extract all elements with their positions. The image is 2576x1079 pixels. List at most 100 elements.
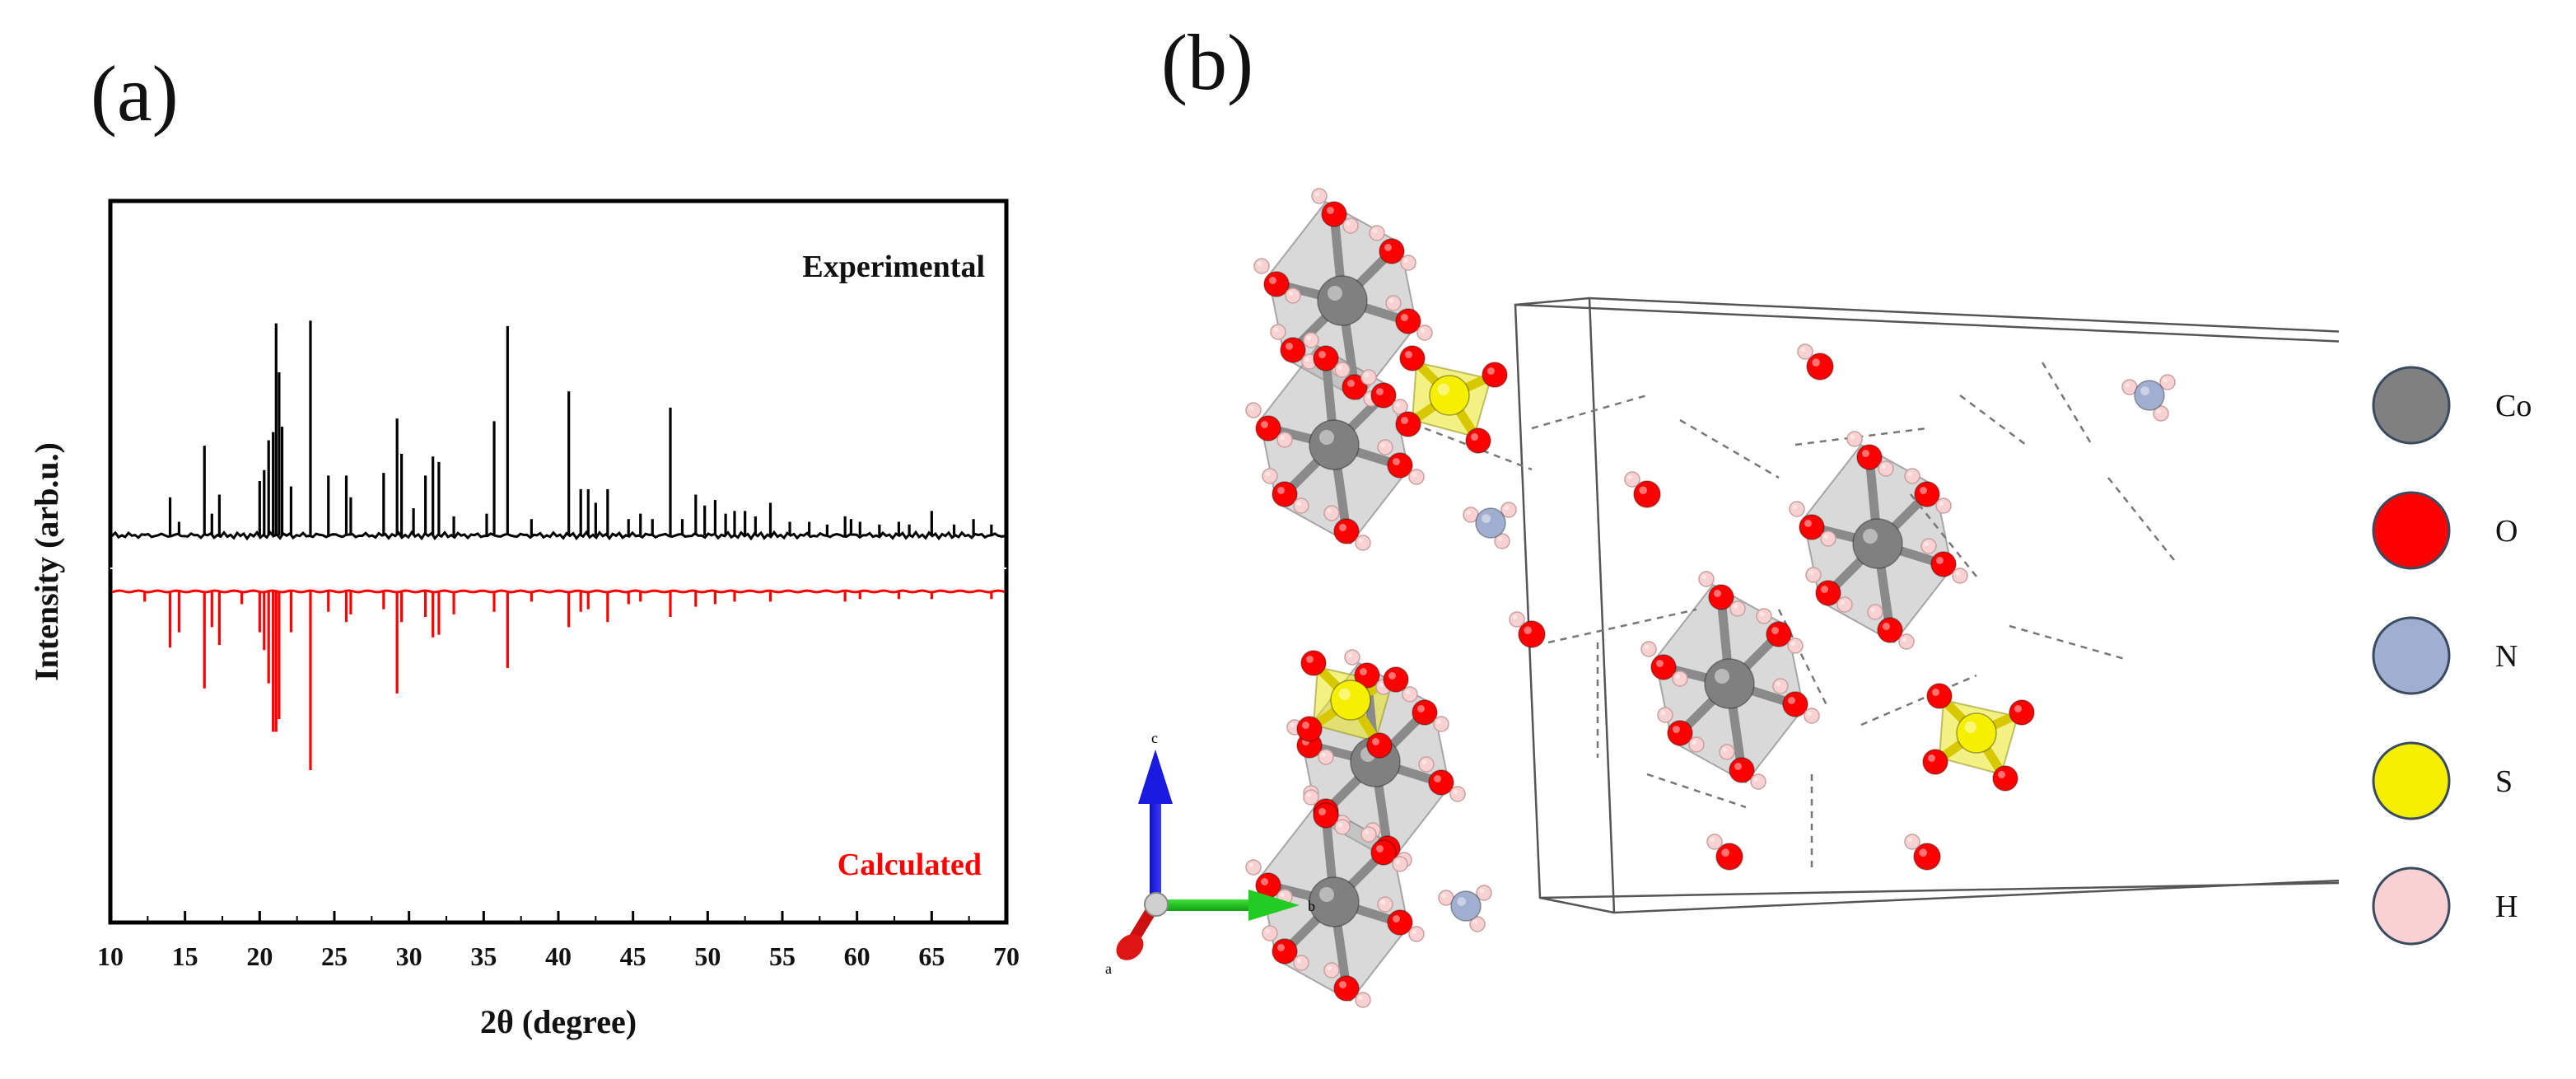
- legend-swatch-s: [2372, 741, 2451, 820]
- atom-o-234: [1633, 480, 1661, 508]
- hydrogen-bond-11: [2107, 477, 2175, 561]
- crystal-structure: [1245, 188, 2339, 1008]
- atom-o-201: [1383, 666, 1409, 693]
- atom-s-194: [1429, 375, 1470, 416]
- atom-highlight: [1788, 697, 1795, 704]
- atom-highlight: [1504, 505, 1509, 510]
- atom-h-49: [1408, 469, 1425, 485]
- atom-h-159: [1360, 826, 1377, 843]
- atom-highlight: [1302, 722, 1309, 729]
- atom-highlight: [1393, 915, 1400, 923]
- atom-highlight: [1436, 719, 1441, 724]
- atom-highlight: [1314, 191, 1319, 196]
- atom-highlight: [1347, 652, 1352, 657]
- y-axis-label: Intensity (arb.u.): [28, 442, 65, 681]
- atom-o-232: [1518, 620, 1546, 648]
- atom-h-118: [1344, 649, 1360, 666]
- atom-h-165: [1323, 962, 1340, 979]
- atom-highlight: [1380, 442, 1385, 447]
- atom-highlight: [1759, 611, 1764, 616]
- atom-highlight: [1453, 789, 1458, 794]
- atom-h-231: [1706, 834, 1723, 850]
- atom-highlight: [1393, 458, 1400, 465]
- atom-highlight: [1479, 888, 1484, 893]
- atom-h-48: [1377, 439, 1393, 455]
- atom-o-69: [1877, 617, 1903, 643]
- atom-h-96: [1640, 641, 1657, 657]
- atom-highlight: [1497, 536, 1502, 541]
- atom-h-11: [1416, 325, 1433, 341]
- atom-highlight: [1924, 541, 1929, 546]
- atom-highlight: [1277, 944, 1285, 951]
- atom-highlight: [1261, 878, 1268, 885]
- atom-highlight: [1850, 434, 1855, 439]
- atom-o-9: [1395, 308, 1421, 334]
- unit-cell-outline-1: [1514, 303, 2339, 899]
- atom-o-110: [1667, 720, 1693, 746]
- legend-experimental: Experimental: [802, 250, 985, 284]
- atom-h-105: [1772, 678, 1789, 694]
- atom-o-226: [1806, 353, 1834, 381]
- panel-label-b: (b): [1161, 18, 1253, 106]
- atom-o-6: [1379, 238, 1405, 264]
- atom-highlight: [1405, 351, 1412, 358]
- atom-highlight: [1881, 464, 1886, 469]
- atom-highlight: [1907, 837, 1912, 842]
- atom-h-51: [1323, 505, 1340, 521]
- atom-highlight: [1792, 504, 1797, 509]
- atom-h-2: [1285, 287, 1301, 304]
- baseline-calculated: [111, 589, 1006, 594]
- atom-o-107: [1729, 757, 1755, 783]
- hydrogen-bond-4: [1959, 395, 2027, 446]
- atom-highlight: [1919, 848, 1927, 857]
- atom-o-57: [1799, 514, 1825, 540]
- atom-co-56: [1309, 419, 1360, 470]
- atom-highlight: [1328, 286, 1342, 301]
- atom-h-58: [1789, 501, 1805, 517]
- atom-o-38: [1255, 415, 1281, 441]
- atom-o-158: [1370, 839, 1397, 866]
- atom-highlight: [1437, 383, 1449, 395]
- x-tick-label-65: 65: [918, 941, 945, 971]
- atom-h-73: [1805, 567, 1822, 583]
- unit-cell-lines: [1514, 297, 2339, 914]
- hydrogen-bond-9: [1646, 773, 1747, 809]
- atom-h-1: [1253, 258, 1270, 274]
- atom-highlight: [1296, 958, 1301, 963]
- atom-co-75: [1852, 518, 1903, 569]
- b-axis-arrowhead: [1248, 890, 1300, 921]
- atom-h-156: [1303, 789, 1319, 806]
- atom-h-65: [1935, 497, 1952, 514]
- atom-highlight: [2156, 409, 2161, 413]
- hydrogen-bond-2: [1679, 418, 1780, 479]
- atom-o-95: [1650, 654, 1677, 680]
- atom-h-116: [1318, 749, 1334, 765]
- atom-h-235: [1624, 471, 1640, 488]
- atom-h-39: [1245, 402, 1262, 418]
- x-tick-label-30: 30: [396, 941, 422, 971]
- atom-o-161: [1387, 909, 1413, 936]
- c-axis-label: c: [1151, 730, 1158, 746]
- axis-indicator: c b a: [1105, 730, 1315, 977]
- atom-h-169: [1293, 955, 1309, 971]
- atom-h-8: [1400, 255, 1416, 271]
- atom-highlight: [1358, 538, 1363, 543]
- atom-highlight: [1466, 510, 1471, 515]
- atom-o-47: [1387, 452, 1413, 479]
- atom-highlight: [1384, 244, 1392, 251]
- atom-highlight: [1721, 848, 1729, 857]
- atom-h-125: [1449, 786, 1466, 802]
- atom-h-46: [1392, 399, 1408, 415]
- atom-o-63: [1914, 481, 1940, 507]
- atom-highlight: [1338, 688, 1351, 700]
- x-tick-label-35: 35: [470, 941, 497, 971]
- atom-highlight: [1395, 859, 1400, 864]
- atom-highlight: [1372, 228, 1377, 233]
- atom-h-108: [1719, 744, 1735, 760]
- atom-highlight: [1524, 626, 1532, 634]
- atom-h-212: [1494, 533, 1510, 549]
- atom-h-121: [1402, 686, 1418, 703]
- atom-highlight: [1644, 644, 1649, 649]
- atom-h-5: [1342, 217, 1359, 234]
- legend-swatch-o: [2372, 491, 2451, 570]
